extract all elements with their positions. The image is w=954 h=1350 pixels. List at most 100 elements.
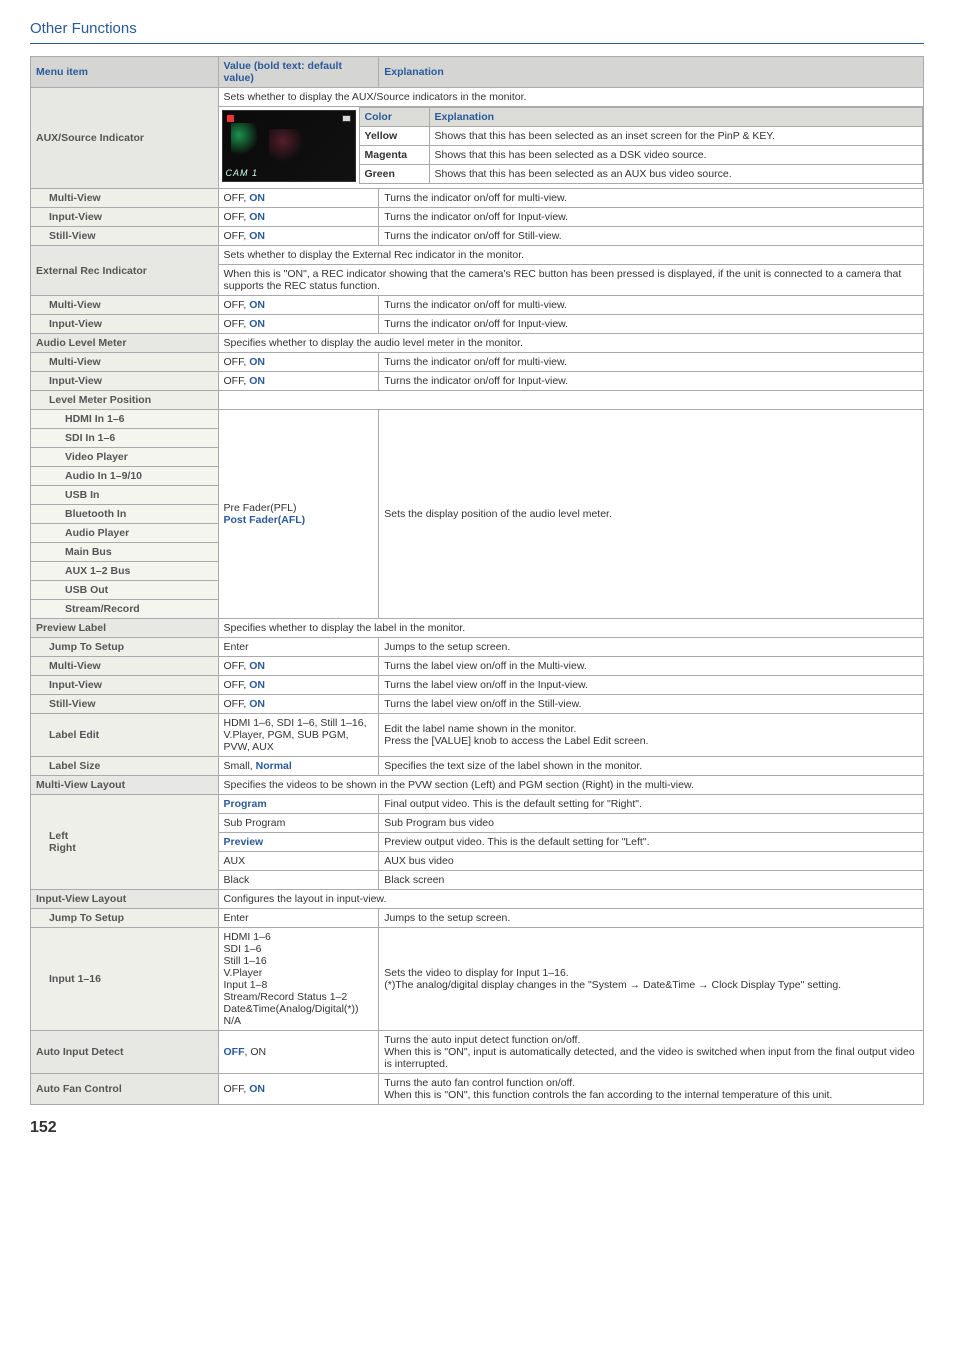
r4-2-m: Input-View — [31, 676, 219, 695]
aid-m: Auto Input Detect — [31, 1031, 219, 1074]
lmp-i7: Main Bus — [31, 543, 219, 562]
aux-color-hdr: Color — [359, 108, 429, 127]
mvl-v2: Preview — [218, 833, 379, 852]
lmp-i2: Video Player — [31, 448, 219, 467]
lmp-i6: Audio Player — [31, 524, 219, 543]
r4-0-m: Jump To Setup — [31, 638, 219, 657]
afc-m: Auto Fan Control — [31, 1074, 219, 1105]
aux-expl-2: Shows that this has been selected as an … — [429, 165, 922, 184]
mvl-v0: Program — [218, 795, 379, 814]
r2-0-e: Turns the indicator on/off for multi-vie… — [379, 296, 924, 315]
aux-inner: CAM 1 Color Explanation YellowShows that… — [218, 107, 923, 189]
lmp-i1: SDI In 1–6 — [31, 429, 219, 448]
mvl-desc: Specifies the videos to be shown in the … — [218, 776, 923, 795]
aux-color-0: Yellow — [359, 127, 429, 146]
r4-0-v: Enter — [218, 638, 379, 657]
lmp-i4: USB In — [31, 486, 219, 505]
r1-2-m: Still-View — [31, 227, 219, 246]
r4-0-e: Jumps to the setup screen. — [379, 638, 924, 657]
ext-rec-l1: Sets whether to display the External Rec… — [218, 246, 923, 265]
r2-1-e: Turns the indicator on/off for Input-vie… — [379, 315, 924, 334]
ivl-desc: Configures the layout in input-view. — [218, 890, 923, 909]
afc-e: Turns the auto fan control function on/o… — [379, 1074, 924, 1105]
ls-v: Small, Normal — [218, 757, 379, 776]
mvl-e1: Sub Program bus video — [379, 814, 924, 833]
mvl-lr: LeftRight — [31, 795, 219, 890]
aid-e: Turns the auto input detect function on/… — [379, 1031, 924, 1074]
r4-1-e: Turns the label view on/off in the Multi… — [379, 657, 924, 676]
mvl-e4: Black screen — [379, 871, 924, 890]
settings-table: Menu item Value (bold text: default valu… — [30, 56, 924, 1105]
mvl-v1: Sub Program — [218, 814, 379, 833]
hdr-menu: Menu item — [31, 57, 219, 88]
r1-2-e: Turns the indicator on/off for Still-vie… — [379, 227, 924, 246]
pl-label: Preview Label — [31, 619, 219, 638]
le-e: Edit the label name shown in the monitor… — [379, 714, 924, 757]
r1-0-v: OFF, ON — [218, 189, 379, 208]
r3-1-e: Turns the indicator on/off for Input-vie… — [379, 372, 924, 391]
r4-3-m: Still-View — [31, 695, 219, 714]
r3-0-m: Multi-View — [31, 353, 219, 372]
mvl-label: Multi-View Layout — [31, 776, 219, 795]
alm-desc: Specifies whether to display the audio l… — [218, 334, 923, 353]
aux-thumbnail: CAM 1 — [222, 110, 356, 182]
r4-1-v: OFF, ON — [218, 657, 379, 676]
alm-label: Audio Level Meter — [31, 334, 219, 353]
r2-0-m: Multi-View — [31, 296, 219, 315]
hdr-value: Value (bold text: default value) — [218, 57, 379, 88]
r2-0-v: OFF, ON — [218, 296, 379, 315]
lmp-expl: Sets the display position of the audio l… — [379, 410, 924, 619]
lmp-i8: AUX 1–2 Bus — [31, 562, 219, 581]
mvl-e3: AUX bus video — [379, 852, 924, 871]
aux-desc: Sets whether to display the AUX/Source i… — [218, 88, 923, 107]
ext-rec-l2: When this is "ON", a REC indicator showi… — [218, 265, 923, 296]
jts2-m: Jump To Setup — [31, 909, 219, 928]
r3-0-e: Turns the indicator on/off for multi-vie… — [379, 353, 924, 372]
le-m: Label Edit — [31, 714, 219, 757]
r1-1-m: Input-View — [31, 208, 219, 227]
lmp-val: Pre Fader(PFL) Post Fader(AFL) — [218, 410, 379, 619]
r1-0-e: Turns the indicator on/off for multi-vie… — [379, 189, 924, 208]
i116-e: Sets the video to display for Input 1–16… — [379, 928, 924, 1031]
aux-color-2: Green — [359, 165, 429, 184]
i116-m: Input 1–16 — [31, 928, 219, 1031]
afc-v: OFF, ON — [218, 1074, 379, 1105]
r1-1-e: Turns the indicator on/off for Input-vie… — [379, 208, 924, 227]
hdr-expl: Explanation — [379, 57, 924, 88]
r2-1-v: OFF, ON — [218, 315, 379, 334]
lmp-i10: Stream/Record — [31, 600, 219, 619]
mvl-v4: Black — [218, 871, 379, 890]
ext-rec-label: External Rec Indicator — [31, 246, 219, 296]
le-v: HDMI 1–6, SDI 1–6, Still 1–16, V.Player,… — [218, 714, 379, 757]
r1-0-m: Multi-View — [31, 189, 219, 208]
r3-0-v: OFF, ON — [218, 353, 379, 372]
lmp-i5: Bluetooth In — [31, 505, 219, 524]
mvl-e0: Final output video. This is the default … — [379, 795, 924, 814]
aux-label: AUX/Source Indicator — [31, 88, 219, 189]
pl-desc: Specifies whether to display the label i… — [218, 619, 923, 638]
ls-m: Label Size — [31, 757, 219, 776]
aid-v: OFF, ON — [218, 1031, 379, 1074]
lmp-i0: HDMI In 1–6 — [31, 410, 219, 429]
r4-3-e: Turns the label view on/off in the Still… — [379, 695, 924, 714]
aux-expl-1: Shows that this has been selected as a D… — [429, 146, 922, 165]
mvl-e2: Preview output video. This is the defaul… — [379, 833, 924, 852]
ls-e: Specifies the text size of the label sho… — [379, 757, 924, 776]
r4-3-v: OFF, ON — [218, 695, 379, 714]
mvl-v3: AUX — [218, 852, 379, 871]
aux-color-1: Magenta — [359, 146, 429, 165]
r1-1-v: OFF, ON — [218, 208, 379, 227]
r3-1-v: OFF, ON — [218, 372, 379, 391]
i116-v: HDMI 1–6 SDI 1–6 Still 1–16 V.Player Inp… — [218, 928, 379, 1031]
r3-1-m: Input-View — [31, 372, 219, 391]
r4-1-m: Multi-View — [31, 657, 219, 676]
aux-expl-0: Shows that this has been selected as an … — [429, 127, 922, 146]
ivl-label: Input-View Layout — [31, 890, 219, 909]
page-number: 152 — [30, 1119, 924, 1137]
lmp-label: Level Meter Position — [31, 391, 219, 410]
jts2-e: Jumps to the setup screen. — [379, 909, 924, 928]
section-title: Other Functions — [30, 20, 924, 44]
aux-color-table: Color Explanation YellowShows that this … — [359, 107, 923, 184]
r1-2-v: OFF, ON — [218, 227, 379, 246]
jts2-v: Enter — [218, 909, 379, 928]
